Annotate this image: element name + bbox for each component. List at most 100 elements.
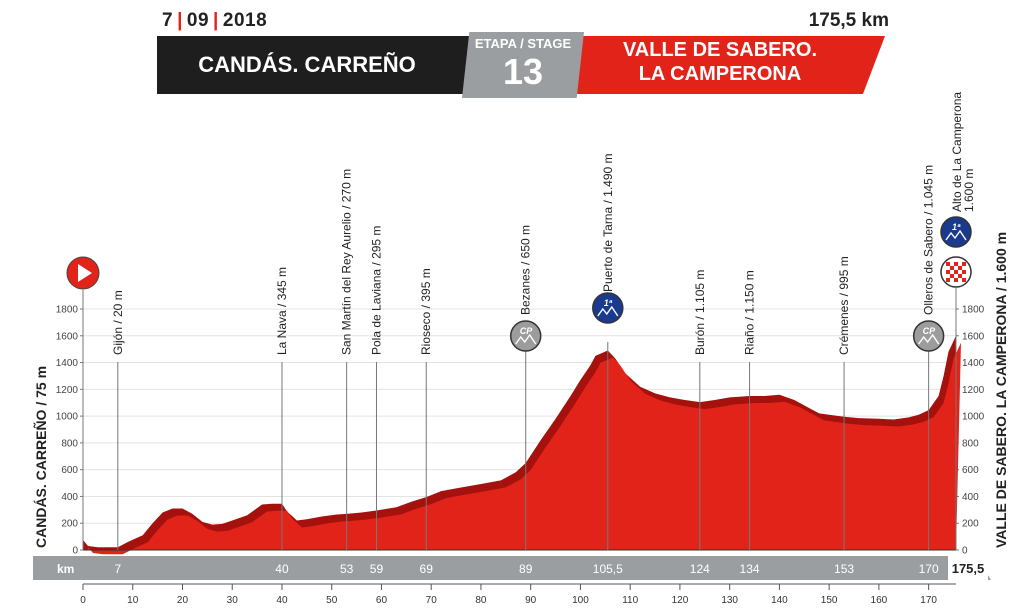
checker-cell xyxy=(962,262,966,266)
y-tick-label: 800 xyxy=(962,438,979,449)
y-tick-label: 1800 xyxy=(56,305,79,316)
mountain-glyph-icon xyxy=(918,333,940,345)
y-tick-label: 1200 xyxy=(56,385,79,396)
stage-number: 13 xyxy=(502,51,544,92)
axis-band-shape xyxy=(33,556,991,580)
location-km-label: 89 xyxy=(519,562,533,576)
checker-cell xyxy=(950,266,954,270)
climb-category-label: CP xyxy=(923,326,936,336)
location-label: La Nava / 345 m xyxy=(275,267,289,355)
x-tick-label: 60 xyxy=(376,595,388,606)
mountain-icon xyxy=(592,292,624,324)
location-label: Puerto de Tarna / 1.490 m xyxy=(601,153,615,292)
checker-cell xyxy=(954,262,958,266)
profile-area xyxy=(83,335,961,555)
y-tick-label: 400 xyxy=(61,492,78,503)
y-tick-label: 1000 xyxy=(962,412,985,423)
total-km-label: 175,5 xyxy=(952,561,985,576)
play-icon xyxy=(78,264,92,282)
location-km-label: 124 xyxy=(690,562,710,576)
date-day: 7 xyxy=(162,10,174,31)
x-tick-label: 80 xyxy=(475,595,487,606)
y-axis-left: 0 200 400 600 800 1000 1200 1400 1600 1800 xyxy=(56,305,83,557)
location-label: Pola de Laviana / 295 m xyxy=(369,226,383,355)
sprint-icon xyxy=(912,320,945,352)
x-tick-label: 150 xyxy=(821,595,838,606)
y-tick-label: 0 xyxy=(962,546,968,557)
checker-cell xyxy=(962,270,966,274)
location-km-label: 53 xyxy=(340,562,354,576)
checker-cell xyxy=(950,274,954,278)
x-tick-label: 10 xyxy=(127,595,139,606)
mountain-glyph-icon xyxy=(597,305,619,317)
location-label: Olleros de Sabero / 1.045 m xyxy=(922,165,936,315)
y-tick-label: 1200 xyxy=(962,385,985,396)
x-tick-label: 0 xyxy=(80,595,86,606)
checker-cell xyxy=(958,274,962,278)
checker-cell xyxy=(954,278,958,282)
location-label: Burón / 1.105 m xyxy=(693,270,707,355)
total-km-box xyxy=(948,556,988,580)
climb-category-label: CP xyxy=(520,326,533,336)
x-tick-label: 20 xyxy=(177,595,189,606)
finish-climb-alt: 1.600 m xyxy=(962,169,976,212)
date-month: 09 xyxy=(186,10,210,31)
y-tick-label: 600 xyxy=(962,465,979,476)
y-tick-label: 200 xyxy=(962,519,979,530)
x-tick-label: 90 xyxy=(525,595,537,606)
finish-band xyxy=(570,36,885,94)
finish-side-label: VALLE DE SABERO. LA CAMPERONA / 1.600 m xyxy=(993,232,1009,548)
y-tick-label: 1800 xyxy=(962,305,985,316)
y-tick-label: 400 xyxy=(962,492,979,503)
location-label: Rioseco / 395 m xyxy=(419,268,433,355)
y-tick-label: 1000 xyxy=(56,412,79,423)
y-tick-label: 1400 xyxy=(962,358,985,369)
checker-cell xyxy=(962,278,966,282)
location-km-label: 170 xyxy=(919,562,939,576)
x-tick-label: 170 xyxy=(920,595,937,606)
y-tick-label: 200 xyxy=(61,519,78,530)
x-tick-label: 120 xyxy=(672,595,689,606)
y-tick-label: 1600 xyxy=(56,331,79,342)
finish-town-line2: LA CAMPERONA xyxy=(638,63,802,85)
y-tick-label: 0 xyxy=(72,546,78,557)
start-side-label: CANDÁS. CARREÑO / 75 m xyxy=(32,366,49,548)
mountain-glyph-icon xyxy=(945,229,967,241)
x-tick-label: 140 xyxy=(771,595,788,606)
checker-cell xyxy=(946,262,950,266)
date-separator: | xyxy=(213,10,219,31)
y-axis-right: 0 200 400 600 800 1000 1200 1400 1600 1800 xyxy=(956,305,985,557)
location-label: Gijón / 20 m xyxy=(111,290,125,355)
location-km-label: 153 xyxy=(834,562,854,576)
finish-climb-name: Alto de La Camperona xyxy=(950,92,964,212)
start-town: CANDÁS. CARREÑO xyxy=(198,52,416,77)
finish-town: VALLE DE SABERO. LA CAMPERONA xyxy=(570,38,870,86)
location-km-label: 40 xyxy=(275,562,289,576)
km-axis-band: km 7 40 53 59 69 89 105,5 124 134 153 170 175,5 xyxy=(33,556,991,580)
climb-category-label: 1ª xyxy=(604,298,613,308)
stage-label: ETAPA / STAGE xyxy=(474,36,572,51)
y-tick-label: 600 xyxy=(61,465,78,476)
location-km-label: 7 xyxy=(114,562,121,576)
x-tick-label: 50 xyxy=(326,595,338,606)
location-km-label: 69 xyxy=(420,562,434,576)
location-km-label: 134 xyxy=(740,562,760,576)
location-label: San Martín del Rey Aurelio / 270 m xyxy=(340,169,354,355)
checker-cell xyxy=(958,266,962,270)
location-label: Crémenes / 995 m xyxy=(837,256,851,355)
x-tick-label: 40 xyxy=(276,595,288,606)
y-tick-label: 800 xyxy=(61,438,78,449)
checker-cell xyxy=(946,270,950,274)
checker-cell xyxy=(954,270,958,274)
mountain-icon xyxy=(940,216,972,248)
stage-box xyxy=(462,32,584,98)
x-tick-label: 130 xyxy=(721,595,738,606)
finish-town-line1: VALLE DE SABERO. xyxy=(622,39,818,61)
start-band xyxy=(157,36,475,94)
stage-header: 7 | 09 | 2018 175,5 km CANDÁS. CARREÑO VALLE… xyxy=(0,0,1024,100)
stage-distance: 175,5 km xyxy=(808,10,889,31)
mountain-glyph-icon xyxy=(515,333,537,345)
y-tick-label: 1400 xyxy=(56,358,79,369)
x-tick-label: 70 xyxy=(426,595,438,606)
